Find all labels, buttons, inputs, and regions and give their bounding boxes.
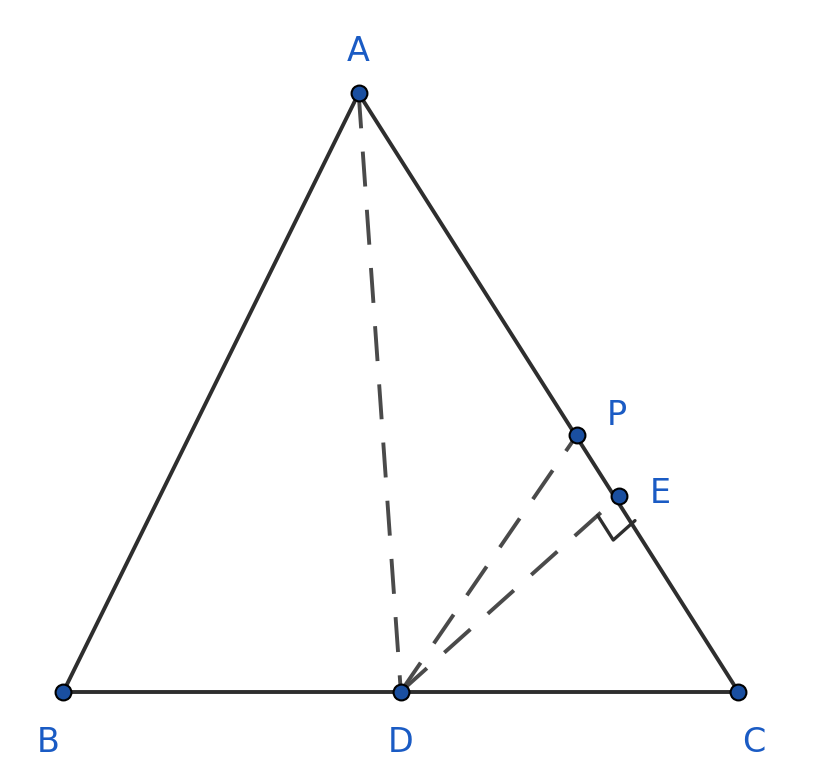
Point <box>352 87 365 99</box>
Text: C: C <box>742 726 766 759</box>
Point <box>613 490 626 502</box>
Text: P: P <box>606 399 627 432</box>
Text: B: B <box>37 726 60 759</box>
Text: E: E <box>650 477 672 511</box>
Point <box>395 685 408 698</box>
Text: D: D <box>388 726 413 759</box>
Point <box>732 685 745 698</box>
Point <box>57 685 70 698</box>
Text: A: A <box>347 35 370 68</box>
Point <box>570 428 583 440</box>
